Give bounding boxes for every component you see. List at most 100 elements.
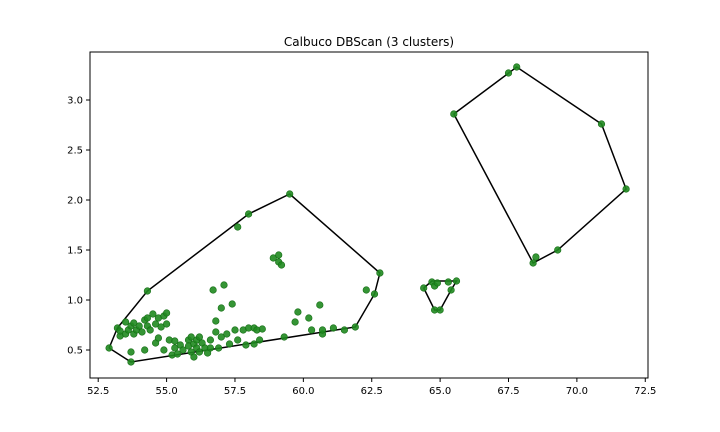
- cluster-1-point: [163, 309, 171, 317]
- cluster-1-point: [280, 333, 288, 341]
- cluster-1-point: [146, 326, 154, 334]
- cluster-2-point: [444, 278, 452, 286]
- y-tick-label: 1.5: [67, 246, 83, 257]
- cluster-1-point: [362, 286, 370, 294]
- cluster-3-point: [597, 120, 606, 128]
- y-tick-label: 0.5: [67, 346, 83, 357]
- x-axis: 52.5 55.0 57.5 60.0 62.5 65.0 67.5 70.0 72.5: [87, 378, 656, 397]
- cluster-1-point: [195, 333, 203, 341]
- cluster-1-point: [157, 323, 165, 331]
- cluster-1-point: [376, 269, 384, 277]
- cluster-1-point: [209, 286, 217, 294]
- x-tick-label: 55.0: [155, 386, 177, 397]
- chart-title: Calbuco DBScan (3 clusters): [284, 35, 454, 49]
- cluster-2-point: [420, 284, 428, 292]
- cluster-3-point: [529, 259, 537, 267]
- cluster-1-point: [242, 341, 250, 349]
- cluster-1-point: [212, 317, 220, 325]
- cluster-1-point: [225, 340, 234, 348]
- cluster-1-point: [294, 308, 302, 316]
- cluster-1-point: [171, 344, 179, 352]
- cluster-1-point: [149, 310, 157, 318]
- cluster-1-point: [234, 336, 242, 344]
- cluster-2-point: [433, 279, 442, 287]
- x-tick-label: 67.5: [497, 386, 519, 397]
- cluster-3-point: [622, 185, 630, 193]
- cluster-1-point: [250, 340, 258, 348]
- cluster-1-point: [127, 348, 135, 356]
- cluster-1-point: [212, 328, 220, 336]
- cluster-1-point: [275, 251, 283, 259]
- y-axis: 0.5 1.0 1.5 2.0 2.5 3.0: [67, 96, 90, 357]
- x-tick-label: 65.0: [429, 386, 451, 397]
- cluster-1-point: [329, 324, 338, 332]
- cluster-1-point: [223, 330, 231, 338]
- cluster-1-point: [143, 287, 151, 295]
- cluster-1-point: [171, 337, 179, 345]
- cluster-1-point: [305, 314, 313, 322]
- cluster-1-point: [163, 320, 171, 328]
- y-tick-label: 1.0: [67, 296, 83, 307]
- cluster-1-point: [152, 320, 160, 328]
- cluster-1-point: [258, 325, 266, 333]
- x-tick-label: 57.5: [224, 386, 246, 397]
- cluster-1-point: [245, 210, 253, 218]
- cluster-2-point: [452, 277, 461, 285]
- cluster-1-point: [308, 326, 316, 334]
- cluster-1-point: [173, 350, 182, 358]
- cluster-1-point: [318, 326, 327, 334]
- cluster-1-point: [316, 301, 324, 309]
- cluster-1-point: [277, 261, 286, 269]
- cluster-1-point: [179, 346, 187, 354]
- cluster-1-point: [141, 346, 149, 354]
- cluster-points: [105, 63, 630, 366]
- cluster-3-point: [554, 246, 562, 254]
- x-tick-label: 52.5: [87, 386, 109, 397]
- cluster-1-point: [291, 318, 299, 326]
- y-tick-label: 2.0: [67, 196, 83, 207]
- cluster-3-point: [532, 253, 540, 261]
- cluster-2-point: [447, 286, 455, 294]
- x-tick-label: 70.0: [566, 386, 588, 397]
- cluster-1-point: [231, 326, 239, 334]
- cluster-3-point: [504, 69, 513, 77]
- cluster-1-point: [116, 327, 124, 335]
- cluster-1-point: [135, 322, 143, 330]
- cluster-1-point: [286, 190, 294, 198]
- cluster-1-point: [370, 290, 379, 298]
- cluster-1-point: [220, 281, 228, 289]
- cluster-1-point: [206, 344, 214, 352]
- cluster-1-point: [215, 344, 223, 352]
- cluster-1-point: [154, 334, 162, 342]
- cluster-1-point: [217, 333, 225, 341]
- cluster-3-point: [450, 110, 458, 118]
- plot-frame: [89, 51, 649, 379]
- cluster-1-point: [160, 346, 168, 354]
- cluster-1-point: [217, 304, 225, 312]
- y-tick-label: 2.5: [67, 146, 83, 157]
- x-tick-label: 72.5: [634, 386, 656, 397]
- cluster-1-point: [187, 333, 195, 341]
- cluster-1-point: [143, 314, 151, 322]
- cluster-1-point: [351, 323, 359, 331]
- y-tick-label: 3.0: [67, 96, 83, 107]
- cluster-1-point: [269, 254, 277, 262]
- cluster-1-point: [195, 348, 203, 356]
- cluster-1-point: [121, 318, 130, 326]
- cluster-1-point: [234, 223, 242, 231]
- cluster-1-point: [256, 336, 264, 344]
- cluster-2-point: [436, 306, 444, 314]
- cluster-1-point: [130, 319, 138, 327]
- cluster-1-point: [138, 328, 146, 336]
- cluster-1-point: [127, 358, 135, 366]
- cluster-1-point: [206, 336, 214, 344]
- x-tick-label: 62.5: [361, 386, 383, 397]
- cluster-1-point: [190, 353, 198, 361]
- x-tick-label: 60.0: [292, 386, 314, 397]
- cluster-3-point: [513, 63, 521, 71]
- cluster-1-point: [228, 300, 236, 308]
- cluster-1-point: [340, 326, 349, 334]
- cluster-1-point: [105, 344, 113, 352]
